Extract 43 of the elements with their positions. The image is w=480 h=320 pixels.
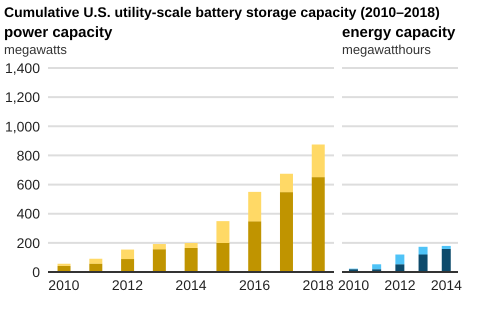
bar (395, 254, 404, 264)
x-tick-label: 2010 (338, 276, 370, 293)
y-tick-label: 1,200 (4, 89, 40, 106)
bar (418, 254, 428, 272)
y-tick-label: 0 (32, 264, 40, 280)
y-axis-title: megawatts (3, 42, 68, 58)
y-tick-label: 800 (16, 147, 40, 164)
y-tick-label: 1,000 (4, 118, 40, 134)
chart-title: Cumulative U.S. utility-scale battery storage capacity (2010–2018) (3, 3, 441, 22)
bar (121, 259, 134, 272)
y-tick-label: 600 (16, 176, 40, 193)
y-axis-title: megawatthours (341, 42, 432, 58)
bar (152, 249, 166, 272)
x-tick-label: 2010 (48, 276, 80, 293)
bar (248, 192, 262, 222)
bar (312, 144, 325, 178)
bar (152, 244, 166, 250)
x-tick-label: 2016 (238, 276, 270, 293)
bar (248, 221, 262, 272)
x-tick-label: 2018 (302, 276, 334, 293)
bar (442, 248, 451, 272)
y-tick-label: 200 (16, 234, 40, 251)
bar (312, 177, 325, 272)
bar (121, 250, 134, 260)
bar (89, 258, 102, 264)
y-tick-label: 400 (16, 206, 40, 222)
x-tick-label: 2014 (430, 276, 462, 293)
x-tick-label: 2012 (112, 276, 144, 293)
y-tick-label: 1,400 (4, 60, 40, 76)
bar (372, 264, 382, 270)
bar (216, 221, 230, 244)
bar (184, 243, 198, 248)
bar (216, 243, 230, 272)
x-tick-label: 2012 (384, 276, 416, 293)
bar (442, 246, 451, 249)
chart-subtitle: energy capacity (341, 24, 456, 42)
bar (280, 192, 293, 272)
bar (184, 248, 198, 272)
bar (418, 246, 428, 255)
bar (280, 174, 293, 192)
chart-subtitle: power capacity (3, 24, 114, 42)
x-tick-label: 2014 (175, 276, 207, 293)
bar (89, 264, 102, 272)
